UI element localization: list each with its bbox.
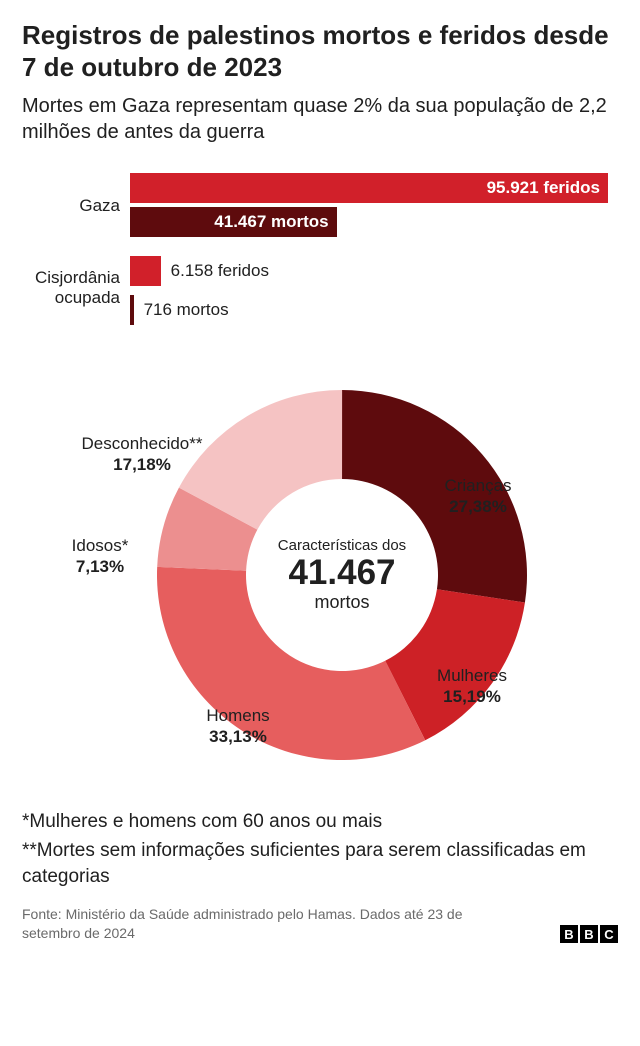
slice-name: Desconhecido**: [82, 434, 203, 453]
bar-value-label: 41.467 mortos: [214, 207, 328, 237]
footnotes: *Mulheres e homens com 60 anos ou mais *…: [22, 809, 618, 890]
footnote-2: **Mortes sem informações suficientes par…: [22, 838, 618, 889]
donut-center-line1: Características dos: [250, 537, 434, 554]
chart-subtitle: Mortes em Gaza representam quase 2% da s…: [22, 93, 618, 145]
slice-pct: 7,13%: [76, 557, 124, 576]
donut-slice-label: Crianças 27,38%: [444, 475, 511, 518]
bar-value-label: 6.158 feridos: [171, 256, 269, 286]
bar-fill: [130, 295, 134, 325]
logo-letter: B: [560, 925, 578, 943]
bar-track: 41.467 mortos: [130, 207, 618, 237]
donut-center-text: Características dos41.467mortos: [250, 537, 434, 614]
slice-name: Homens: [206, 706, 269, 725]
slice-name: Crianças: [444, 476, 511, 495]
bar-fill: [130, 256, 161, 286]
source-text: Fonte: Ministério da Saúde administrado …: [22, 905, 502, 943]
source-row: Fonte: Ministério da Saúde administrado …: [22, 905, 618, 943]
donut-center-line3: mortos: [250, 592, 434, 613]
bar-track: 6.158 feridos: [130, 256, 618, 286]
donut-slice-label: Mulheres 15,19%: [437, 665, 507, 708]
slice-pct: 33,13%: [209, 727, 267, 746]
logo-letter: B: [580, 925, 598, 943]
bar-track: 95.921 feridos: [130, 173, 618, 203]
donut-chart: Características dos41.467mortos Crianças 2…: [22, 365, 618, 785]
footnote-1: *Mulheres e homens com 60 anos ou mais: [22, 809, 618, 835]
bar-group-label: Gaza: [22, 196, 130, 216]
donut-slice-label: Homens 33,13%: [206, 705, 269, 748]
bar-value-label: 95.921 feridos: [487, 173, 600, 203]
slice-pct: 17,18%: [113, 455, 171, 474]
bar-fill: 95.921 feridos: [130, 173, 608, 203]
donut-center-line2: 41.467: [250, 554, 434, 593]
bar-group-label: Cisjordânia ocupada: [22, 268, 130, 307]
donut-slice-label: Desconhecido** 17,18%: [82, 433, 203, 476]
slice-name: Mulheres: [437, 666, 507, 685]
bar-row: Gaza95.921 feridos: [22, 173, 618, 203]
bar-chart: Gaza95.921 feridos41.467 mortosCisjordân…: [22, 173, 618, 324]
logo-letter: C: [600, 925, 618, 943]
infographic-container: Registros de palestinos mortos e feridos…: [0, 0, 640, 959]
bar-row: Cisjordânia ocupada6.158 feridos: [22, 251, 618, 290]
bar-value-label: 716 mortos: [144, 295, 229, 325]
slice-pct: 15,19%: [443, 687, 501, 706]
bar-fill: 41.467 mortos: [130, 207, 337, 237]
slice-pct: 27,38%: [449, 497, 507, 516]
bar-track: 716 mortos: [130, 295, 618, 325]
bbc-logo: B B C: [560, 925, 618, 943]
slice-name: Idosos*: [72, 536, 129, 555]
donut-slice-label: Idosos* 7,13%: [72, 535, 129, 578]
chart-title: Registros de palestinos mortos e feridos…: [22, 20, 618, 83]
